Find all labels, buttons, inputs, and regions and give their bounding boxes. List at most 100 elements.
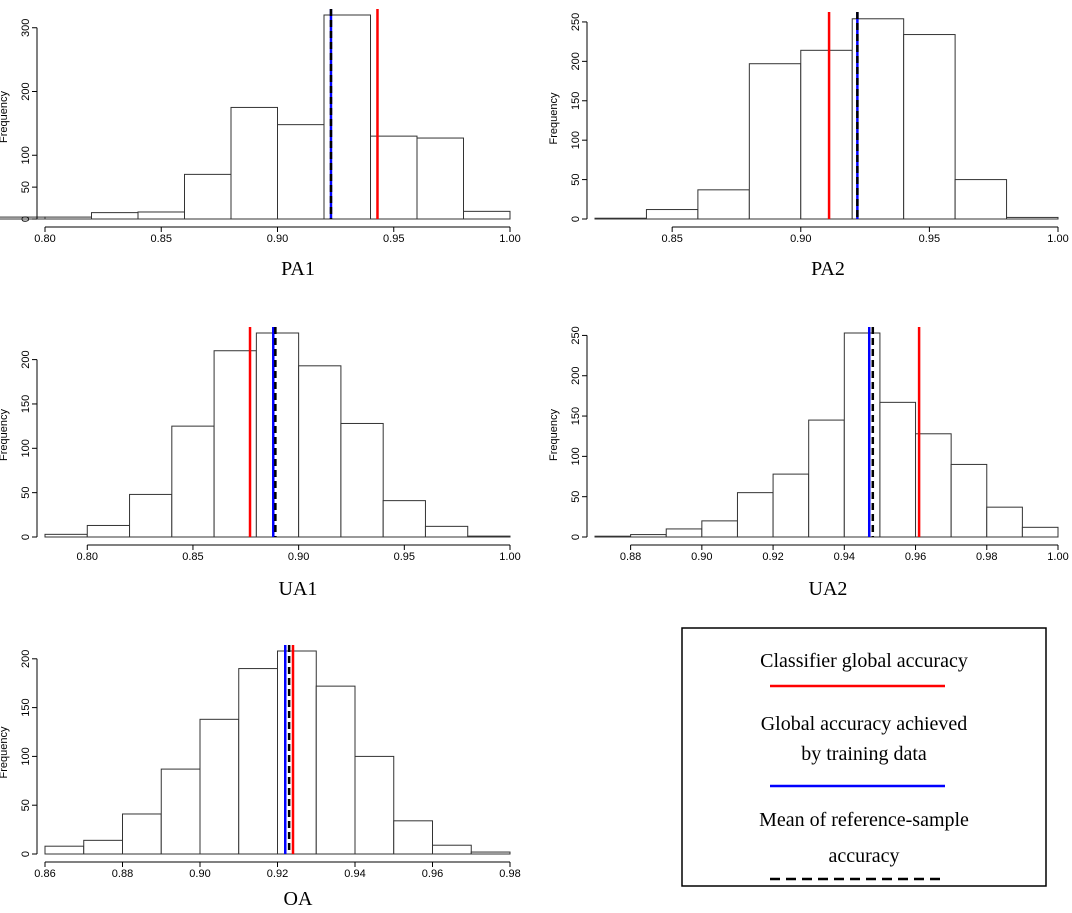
histogram-bar [354,755,395,855]
x-tick-label: 0.90 [691,551,712,563]
histogram-bar [986,506,1023,538]
y-axis-label: Frequency [548,92,560,144]
x-tick-label: 1.00 [499,551,520,563]
histogram-ua1: 0 50 100 150 200 Frequency 0.80 0.85 0.90 0.95 1.0… [0,327,521,600]
y-tick-label: 0 [20,216,32,222]
y-axis-label: Frequency [548,409,560,461]
y-axis-label: Frequency [0,91,10,143]
y-tick-label: 200 [570,52,582,70]
histogram-bar [83,839,123,855]
histogram-bar [44,533,88,538]
y-tick-label: 50 [20,181,32,193]
histogram-bar [277,124,325,220]
histogram-bar [808,419,845,538]
x-tick-label: 0.90 [288,551,309,563]
legend-label: Classifier global accuracy [760,650,968,672]
x-tick-label: 0.90 [189,868,210,880]
histogram-bar [160,768,201,855]
histogram-bar [954,179,1008,220]
x-tick-label: 0.90 [267,233,288,245]
x-tick-label: 0.95 [919,233,940,245]
y-tick-label: 200 [20,650,32,668]
histogram-bar [298,365,342,538]
y-tick-label: 100 [570,447,582,465]
histogram-bar [470,851,511,855]
x-tick-label: 0.95 [383,233,404,245]
histogram-bar [800,49,853,220]
legend-label: by training data [801,743,927,765]
histogram-bar [44,845,85,855]
y-axis-label: Frequency [0,409,10,461]
histogram-bar [851,18,905,220]
y-tick-label: 50 [20,799,32,811]
x-tick-label: 0.80 [34,233,55,245]
y-tick-label: 200 [570,367,582,385]
x-tick-label: 0.92 [762,551,783,563]
histogram-bar [432,844,472,855]
histogram-oa: 0 50 100 150 200 Frequency 0.86 0.88 0.90 0.92 0.9… [0,645,521,910]
histogram-bar [255,332,300,538]
x-tick-label: 0.85 [182,551,203,563]
y-tick-label: 50 [20,487,32,499]
y-tick-label: 50 [570,491,582,503]
histogram-bar [748,63,802,220]
histogram-bar [184,173,232,220]
histogram-bar [594,535,632,538]
histogram-bar [44,216,92,220]
y-axis-label: Frequency [0,726,10,778]
x-tick-label: 0.98 [976,551,997,563]
histogram-bar [1021,526,1059,538]
histogram-bar [340,422,384,538]
y-tick-label: 150 [570,92,582,110]
panel-label: UA2 [809,578,848,600]
legend-label: Global accuracy achieved [761,713,968,735]
y-tick-label: 0 [570,216,582,222]
histogram-bar [697,189,750,220]
histogram-ua2: 0 50 100 150 200 250 Frequency 0.88 0.90 0.92 0.94… [548,326,1069,600]
x-tick-label: 0.94 [834,551,855,563]
histogram-bar [393,820,433,855]
x-tick-label: 0.98 [499,868,520,880]
histogram-bar [315,685,356,855]
histogram-bar [463,210,511,220]
panel-label: UA1 [279,578,318,600]
x-tick-label: 0.88 [112,868,133,880]
histogram-bar [645,209,699,220]
histogram-bar [238,668,278,855]
y-tick-label: 200 [20,82,32,100]
histogram-bar [382,500,426,538]
histogram-bar [843,332,881,538]
x-tick-label: 0.88 [620,551,641,563]
histogram-bar [122,813,162,855]
histogram-bar [467,535,511,538]
y-tick-label: 250 [570,13,582,31]
histogram-bar [950,463,988,538]
histogram-bar [424,525,469,538]
y-tick-label: 0 [570,534,582,540]
x-tick-label: 0.95 [394,551,415,563]
legend-label: Mean of reference-sample [759,809,969,831]
y-tick-label: 100 [20,747,32,765]
histogram-panels: 0 50 100 200 300 Frequency 0.80 0.85 0.90 0.95 1.0… [0,9,1069,910]
histogram-bar [665,528,703,538]
histogram-bar [91,212,139,220]
y-tick-label: 200 [20,350,32,368]
histogram-bar [137,211,185,220]
y-tick-label: 0 [20,534,32,540]
histogram-bar [86,524,131,538]
y-tick-label: 100 [20,146,32,164]
y-tick-label: 100 [20,439,32,457]
x-tick-label: 0.86 [34,868,55,880]
y-tick-label: 150 [570,407,582,425]
histogram-bar [129,493,173,538]
x-tick-label: 0.90 [790,233,811,245]
legend-box [681,627,1047,887]
histogram-bar [903,34,956,220]
histogram-bar [277,650,317,855]
panel-label: PA2 [811,258,845,280]
histogram-bar [772,473,810,538]
histogram-bar [230,106,278,220]
y-tick-label: 150 [20,395,32,413]
x-tick-label: 0.96 [422,868,443,880]
